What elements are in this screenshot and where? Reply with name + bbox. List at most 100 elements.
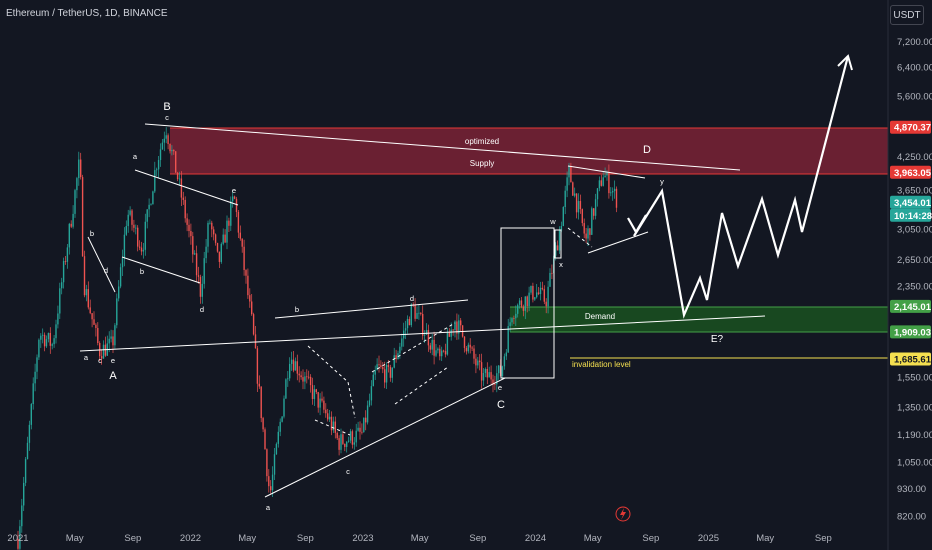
symbol-title: Ethereum / TetherUS, 1D, BINANCE [6,8,168,19]
candle-body [287,378,289,380]
candle-body [57,313,59,325]
wave-label-d-2: d [200,305,204,314]
time-axis[interactable]: 2021 May Sep 2022 May Sep 2023 May Sep 2024 May Sep… [7,533,831,544]
candle-body [522,306,525,311]
candle-body [488,372,490,378]
candle-body [296,361,298,374]
x-tick-label: 2024 [525,533,546,544]
candle-body [408,318,411,326]
wave-label-a-1: a [133,152,138,161]
candle-body [568,166,570,178]
candle-body [511,318,513,323]
candle-body [224,234,226,243]
candle-body [93,319,95,325]
candle-body [156,169,158,171]
candle-body [363,417,365,432]
candle-body [543,289,545,302]
candle-body [340,434,342,450]
wave-label-E: E? [711,334,724,345]
candle-body [321,398,323,401]
x-tick-label: May [411,533,429,544]
candle-body [239,232,241,239]
candle-body [213,229,215,235]
x-tick-label: Sep [297,533,314,544]
y-tick-label: 1,350.00 [897,403,932,414]
wave-label-b-3: b [295,305,299,314]
candle-body [62,261,65,283]
candle-body [68,223,70,248]
candle-body [199,276,202,297]
candle-body [72,213,74,227]
price-axis[interactable]: 7,200.00 6,400.00 5,600.00 4,250.00 3,650.00… [897,37,932,523]
price-tag-text: 4,870.37 [894,123,931,134]
bolt-icon[interactable] [615,506,631,522]
price-tag-text: 1,909.03 [894,327,931,338]
candle-body [327,413,329,420]
candle-body [471,347,473,349]
candle-body [140,247,143,252]
candle-body [26,442,29,460]
optimized-label: optimized [465,137,499,146]
candle-body [125,226,127,235]
y-tick-label: 5,600.00 [897,92,932,103]
candle-body [342,434,344,444]
candle-body [268,476,270,487]
candle-body [281,416,283,422]
candle-body [372,374,374,387]
candle-body [399,346,401,354]
candle-body [378,364,380,366]
candle-body [260,386,262,419]
candle-body [283,398,285,417]
candle-body [532,285,534,300]
candle-body [47,333,50,340]
candle-body [42,334,44,336]
candle-body [583,223,585,234]
candle-body [612,191,614,193]
supply-zone [170,128,888,174]
candle-body [317,392,319,408]
candle-body [201,283,203,297]
candle-body [81,177,84,257]
candle-body [171,149,173,152]
currency-button[interactable]: USDT [890,5,924,25]
candle-body [366,405,369,423]
candle-body [188,224,190,231]
candle-body [545,301,547,307]
wave-label-a-3: a [266,503,271,512]
candle-body [309,376,312,386]
candle-body [484,368,487,373]
candle-body [214,234,217,243]
candle-body [262,418,264,430]
candle-body [209,222,211,224]
candle-body [391,367,393,378]
candle-body [294,361,297,371]
candle-body [91,313,93,320]
candle-body [498,365,500,374]
candle-body [157,160,160,170]
candles [17,127,618,550]
y-tick-label: 6,400.00 [897,63,932,74]
wave-label-d-1: d [104,266,108,275]
candle-body [137,227,139,247]
candle-body [38,339,40,358]
candle-body [359,427,361,432]
candle-body [308,376,310,378]
candle-body [442,350,445,352]
x-tick-label: 2022 [180,533,201,544]
candle-body [480,362,483,381]
wave-label-e-3: e [498,383,502,392]
candle-body [97,328,99,344]
y-tick-label: 930.00 [897,484,926,495]
candle-body [64,261,67,262]
wave-label-a-2: a [84,353,89,362]
candle-body [306,376,308,378]
candle-body [473,348,475,359]
candle-body [197,275,200,277]
candle-body [404,328,407,331]
candle-body [100,356,103,359]
wave-label-c-3: c [346,467,350,476]
candle-body [270,486,272,491]
candle-body [45,339,48,347]
x-tick-label: Sep [815,533,832,544]
